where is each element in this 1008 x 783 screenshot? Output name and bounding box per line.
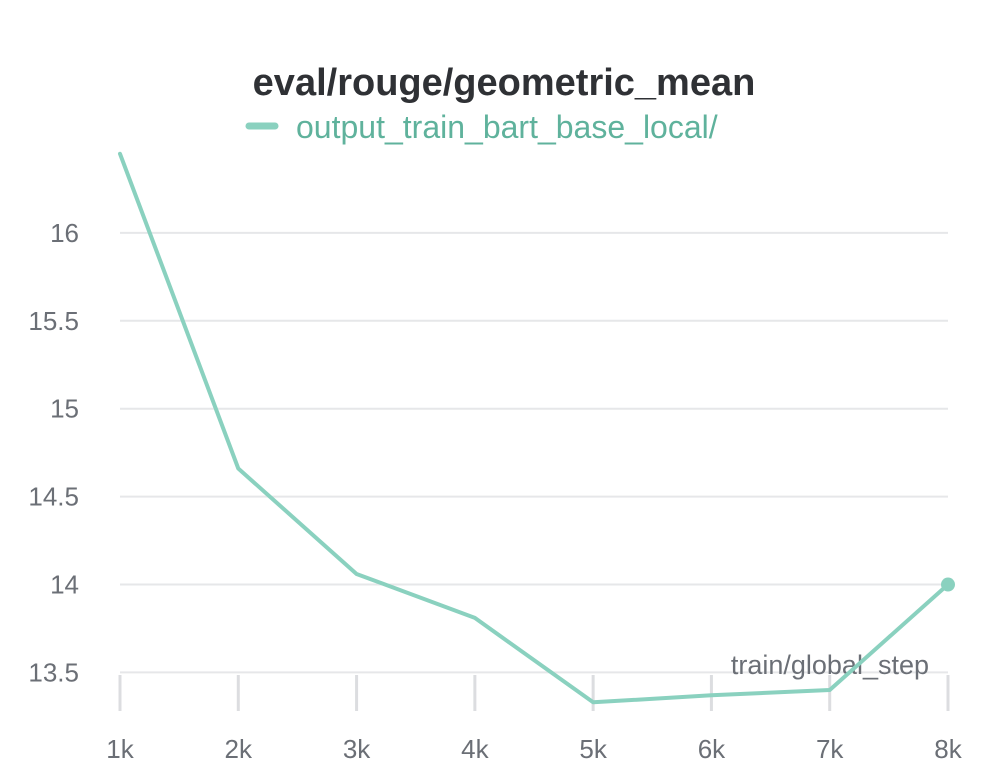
x-tick-label-5k: 5k bbox=[579, 734, 607, 764]
y-tick-label-16: 16 bbox=[50, 218, 79, 248]
x-tick-label-3k: 3k bbox=[343, 734, 371, 764]
grid-lines bbox=[120, 231, 948, 674]
y-tick-label-14.5: 14.5 bbox=[28, 482, 79, 512]
series-layer bbox=[118, 151, 955, 705]
series-line-0 bbox=[118, 151, 950, 705]
legend: output_train_bart_base_local/ bbox=[245, 109, 718, 145]
y-tick-label-15.5: 15.5 bbox=[28, 306, 79, 336]
x-tick-label-6k: 6k bbox=[698, 734, 726, 764]
x-axis-tick-labels: 1k 2k 3k 4k 5k 6k 7k 8k bbox=[106, 734, 962, 764]
x-tick-label-8k: 8k bbox=[934, 734, 962, 764]
legend-label: output_train_bart_base_local/ bbox=[296, 109, 718, 145]
y-tick-label-14: 14 bbox=[50, 570, 79, 600]
y-axis-tick-labels: 13.5 14 14.5 15 15.5 16 bbox=[28, 218, 79, 688]
x-tick-label-2k: 2k bbox=[225, 734, 253, 764]
x-tick-label-7k: 7k bbox=[816, 734, 844, 764]
y-tick-label-15: 15 bbox=[50, 394, 79, 424]
x-axis-title: train/global_step bbox=[731, 650, 929, 680]
series-end-point-0 bbox=[941, 577, 955, 592]
y-tick-label-13.5: 13.5 bbox=[28, 657, 79, 687]
x-tick-label-4k: 4k bbox=[461, 734, 489, 764]
x-axis-ticks bbox=[118, 675, 950, 711]
chart-title: eval/rouge/geometric_mean bbox=[253, 62, 756, 104]
x-tick-label-1k: 1k bbox=[106, 734, 134, 764]
